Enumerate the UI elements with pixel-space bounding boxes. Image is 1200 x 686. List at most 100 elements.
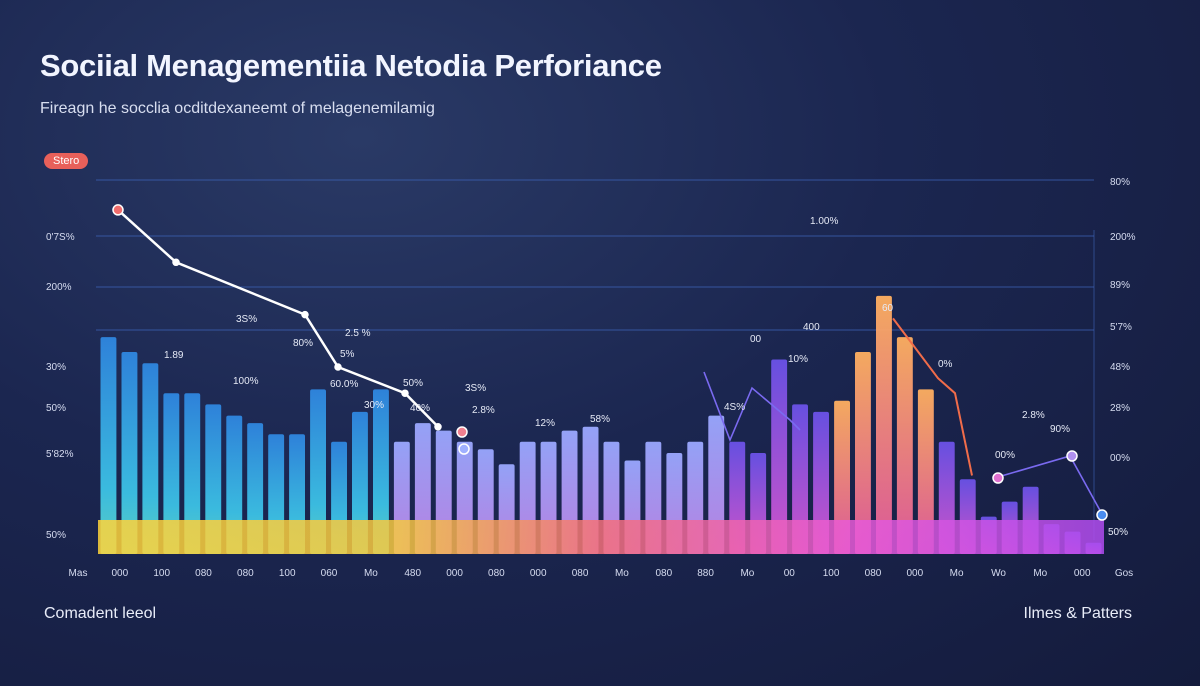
footer-left-caption: Comadent leeol — [44, 605, 157, 622]
right-tick-2: 89% — [1110, 280, 1130, 291]
data-label-4: 2.5 % — [345, 328, 371, 339]
data-label-12: 5% — [340, 349, 355, 360]
data-label-19: 60 — [882, 303, 894, 314]
data-labels: 3S% 1.89 100% 80% 2.5 % 50% 60.0% 30% 3S% 40% 2.8%… — [164, 216, 1128, 538]
main-trend-point-1 — [172, 258, 180, 267]
marker-point-3 — [1066, 450, 1078, 462]
data-label-15: 4S% — [724, 402, 745, 413]
data-label-7: 30% — [364, 400, 384, 411]
x-tick-23: Mo — [1033, 568, 1047, 579]
trend-lines — [112, 204, 1108, 521]
x-tick-9: 000 — [446, 568, 463, 579]
right-tick-4: 48% — [1110, 362, 1130, 373]
x-tick-22: Wo — [991, 568, 1006, 579]
data-label-22: 2.8% — [1022, 410, 1045, 421]
data-label-23: 90% — [1050, 424, 1070, 435]
right-tick-0: 80% — [1110, 177, 1130, 188]
page-subtitle: Fireagn he socclia ocditdexaneemt of mel… — [40, 100, 435, 117]
data-label-3: 80% — [293, 338, 313, 349]
bar-12 — [352, 411, 368, 554]
bar-34 — [813, 411, 829, 554]
violet-trend-line — [703, 371, 801, 443]
left-tick-4: 5'82% — [46, 449, 74, 460]
data-label-18: 1.00% — [810, 216, 838, 227]
footer-right-caption: Ilmes & Patters — [1023, 605, 1132, 622]
bar-6 — [226, 415, 243, 554]
main-trend-line — [117, 208, 439, 428]
bar-10 — [310, 389, 326, 554]
x-tick-4: 080 — [237, 568, 254, 579]
right-tick-1: 200% — [1110, 232, 1136, 243]
bar-39 — [917, 389, 934, 554]
status-badge: Stero — [44, 153, 89, 169]
x-tick-19: 080 — [865, 568, 882, 579]
accent-trend-line — [892, 317, 973, 476]
marker-point-2 — [992, 472, 1004, 484]
bar-35 — [834, 400, 850, 554]
data-label-0: 3S% — [236, 314, 257, 325]
data-label-9: 40% — [410, 403, 430, 414]
bar-4 — [184, 393, 201, 554]
left-tick-5: 50% — [46, 530, 66, 541]
x-tick-10: 080 — [488, 568, 505, 579]
data-label-14: 400 — [803, 322, 820, 333]
main-trend-point-3 — [334, 363, 342, 371]
right-tick-6: 00% — [1110, 453, 1130, 464]
data-label-8: 3S% — [465, 383, 486, 394]
x-tick-15: 880 — [697, 568, 714, 579]
data-label-16: 00 — [750, 334, 762, 345]
x-tick-3: 080 — [195, 568, 212, 579]
x-tick-6: 060 — [321, 568, 338, 579]
x-tick-25: Gos — [1115, 568, 1133, 579]
x-tick-21: Mo — [950, 568, 964, 579]
x-tick-2: 100 — [153, 568, 170, 579]
right-tick-5: 28% — [1110, 403, 1130, 414]
x-tick-13: Mo — [615, 568, 629, 579]
data-label-13: 58% — [590, 414, 610, 425]
left-tick-3: 50% — [46, 403, 66, 414]
x-tick-5: 100 — [279, 568, 296, 579]
x-tick-18: 100 — [823, 568, 840, 579]
bar-13 — [373, 389, 389, 554]
page-title: Sociial Menagementiia Netodia Perforianc… — [40, 48, 662, 83]
data-label-10: 2.8% — [472, 405, 495, 416]
data-label-17: 10% — [788, 354, 808, 365]
axis-ticks: 0'7S% 200% 30% 50% 5'82% 50% 80% 200% 89% 5'7% 48%… — [46, 177, 1136, 579]
x-tick-1: 000 — [111, 568, 128, 579]
x-tick-7: Mo — [364, 568, 378, 579]
main-trend-point-0 — [112, 204, 124, 216]
bar-29 — [708, 415, 725, 554]
x-tick-8: 480 — [404, 568, 421, 579]
data-label-6: 60.0% — [330, 379, 358, 390]
marker-point-0 — [456, 426, 468, 438]
data-label-24: 50% — [1108, 527, 1128, 538]
data-label-5: 50% — [403, 378, 423, 389]
x-tick-14: 080 — [655, 568, 672, 579]
bar-38 — [896, 337, 913, 554]
bar-0 — [100, 337, 117, 554]
x-tick-17: 00 — [784, 568, 796, 579]
x-tick-12: 080 — [572, 568, 589, 579]
bar-2 — [142, 363, 159, 554]
data-label-20: 0% — [938, 359, 953, 370]
data-label-21: 00% — [995, 450, 1015, 461]
data-label-11: 12% — [535, 418, 555, 429]
x-tick-16: Mo — [740, 568, 754, 579]
bar-3 — [163, 393, 180, 554]
data-label-1: 1.89 — [164, 350, 184, 361]
x-tick-0: Mas — [69, 568, 88, 579]
marker-point-4 — [1096, 509, 1108, 521]
x-tick-24: 000 — [1074, 568, 1091, 579]
right-tick-3: 5'7% — [1110, 322, 1132, 333]
left-tick-0: 0'7S% — [46, 232, 75, 243]
bar-37 — [876, 295, 892, 554]
marker-point-1 — [458, 443, 470, 455]
bar-33 — [792, 404, 808, 554]
main-trend-point-2 — [301, 310, 309, 319]
bar-36 — [855, 352, 871, 554]
bar-5 — [205, 404, 222, 554]
gridlines — [96, 179, 1095, 540]
bar-1 — [121, 352, 138, 554]
data-label-2: 100% — [233, 376, 259, 387]
